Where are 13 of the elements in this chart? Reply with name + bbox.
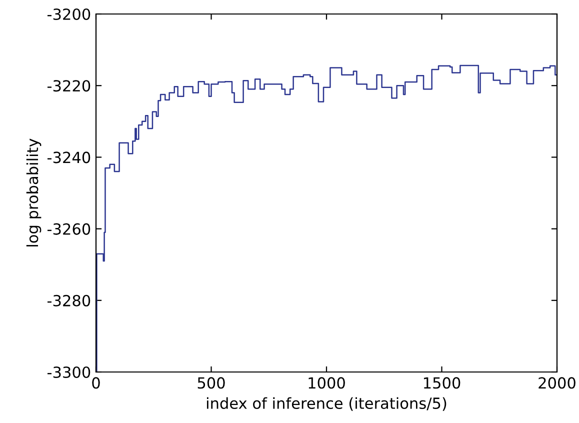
x-tick-label: 1500 <box>424 377 460 389</box>
x-tick-label: 500 <box>198 377 225 389</box>
y-tick-label: -3260 <box>47 223 90 235</box>
y-tick-label: -3280 <box>47 294 90 306</box>
y-tick-label: -3200 <box>47 8 90 20</box>
y-tick-label: -3240 <box>47 152 90 164</box>
y-axis-title: log probability <box>26 138 42 246</box>
x-tick-label: 1000 <box>308 377 345 389</box>
y-tick-label: -3220 <box>47 80 90 92</box>
x-axis-title: index of inference (iterations/5) <box>206 397 446 411</box>
y-tick-label: -3300 <box>47 366 90 378</box>
x-tick-label: 0 <box>92 377 100 389</box>
x-tick-label: 2000 <box>538 377 576 389</box>
